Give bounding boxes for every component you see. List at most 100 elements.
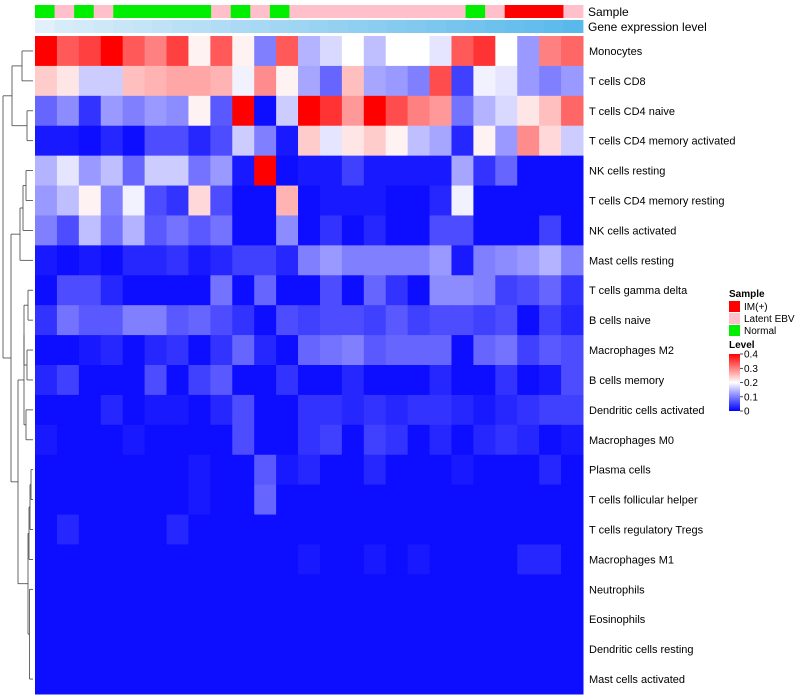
heatmap-cell bbox=[166, 245, 189, 276]
heatmap-cell bbox=[232, 574, 255, 605]
heatmap-cell bbox=[429, 36, 452, 67]
row-label: Dendritic cells activated bbox=[589, 405, 705, 417]
heatmap-cell bbox=[385, 275, 409, 306]
heatmap-cell bbox=[35, 65, 58, 97]
heatmap-cell bbox=[319, 185, 343, 216]
level-legend-tick-label: 0 bbox=[744, 407, 750, 418]
heatmap-cell bbox=[188, 634, 211, 665]
heatmap-cell bbox=[539, 574, 562, 605]
heatmap-cell bbox=[407, 335, 431, 366]
heatmap-cell bbox=[429, 155, 452, 187]
level-legend-tick-label: 0.2 bbox=[744, 378, 758, 389]
heatmap-cell bbox=[495, 634, 518, 665]
sample-annotation-cell bbox=[250, 5, 271, 18]
heatmap-cell bbox=[276, 245, 299, 276]
heatmap-cell bbox=[56, 335, 80, 366]
heatmap-cell bbox=[122, 155, 146, 187]
heatmap-cell bbox=[78, 544, 102, 575]
heatmap-cell bbox=[319, 454, 343, 486]
heatmap-cell bbox=[276, 634, 299, 665]
heatmap-cell bbox=[254, 95, 277, 127]
heatmap-cell bbox=[254, 604, 277, 635]
heatmap-cell bbox=[56, 95, 80, 127]
heatmap-cell bbox=[210, 365, 233, 396]
expression-annotation-cell bbox=[524, 20, 545, 33]
heatmap-cell bbox=[495, 275, 518, 306]
heatmap-cell bbox=[473, 514, 496, 545]
heatmap-cell bbox=[210, 245, 233, 276]
heatmap-cell bbox=[385, 95, 409, 127]
heatmap-cell bbox=[298, 544, 321, 575]
heatmap-cell bbox=[144, 185, 168, 216]
heatmap-cell bbox=[122, 484, 146, 516]
sample-annotation-cell bbox=[74, 5, 95, 18]
heatmap-cell bbox=[407, 65, 431, 97]
heatmap-cell bbox=[363, 245, 387, 276]
heatmap-cells bbox=[35, 36, 584, 695]
heatmap-cell bbox=[429, 394, 452, 426]
level-colorbar bbox=[729, 354, 740, 411]
heatmap-cell bbox=[254, 245, 277, 276]
heatmap-cell bbox=[144, 245, 168, 276]
heatmap-cell bbox=[144, 125, 168, 157]
heatmap-cell bbox=[363, 305, 387, 336]
heatmap-cell bbox=[473, 245, 496, 276]
heatmap-cell bbox=[56, 36, 80, 67]
heatmap-cell bbox=[341, 185, 365, 216]
expression-annotation-cell bbox=[113, 20, 134, 33]
heatmap-cell bbox=[517, 544, 540, 575]
heatmap-cell bbox=[517, 155, 540, 187]
heatmap-cell bbox=[385, 65, 409, 97]
heatmap-cell bbox=[363, 394, 387, 426]
heatmap-cell bbox=[451, 484, 474, 516]
heatmap-cell bbox=[385, 544, 409, 575]
heatmap-cell bbox=[319, 65, 343, 97]
heatmap-cell bbox=[232, 335, 255, 366]
heatmap-cell bbox=[473, 664, 496, 695]
heatmap-cell bbox=[495, 544, 518, 575]
row-label: Macrophages M0 bbox=[589, 435, 674, 447]
heatmap-cell bbox=[517, 245, 540, 276]
row-label: T cells CD8 bbox=[589, 76, 646, 88]
heatmap-cell bbox=[451, 454, 474, 486]
heatmap-cell bbox=[385, 454, 409, 486]
heatmap-cell bbox=[451, 215, 474, 246]
heatmap-cell bbox=[363, 365, 387, 396]
heatmap-cell bbox=[298, 125, 321, 157]
heatmap-cell bbox=[166, 125, 189, 157]
heatmap-cell bbox=[188, 664, 211, 695]
heatmap-cell bbox=[517, 305, 540, 336]
heatmap-cell bbox=[254, 544, 277, 575]
heatmap-cell bbox=[122, 215, 146, 246]
heatmap-cell bbox=[122, 95, 146, 127]
heatmap-cell bbox=[276, 484, 299, 516]
heatmap-cell bbox=[451, 155, 474, 187]
heatmap-cell bbox=[100, 365, 124, 396]
heatmap-cell bbox=[210, 275, 233, 306]
heatmap-cell bbox=[210, 95, 233, 127]
heatmap-cell bbox=[232, 365, 255, 396]
heatmap-cell bbox=[166, 305, 189, 336]
heatmap-cell bbox=[188, 185, 211, 216]
heatmap-cell bbox=[561, 245, 584, 276]
expression-annotation-cell bbox=[172, 20, 192, 33]
heatmap-cell bbox=[451, 305, 474, 336]
expression-annotation-cell bbox=[426, 20, 447, 33]
heatmap-cell bbox=[429, 664, 452, 695]
heatmap-cell bbox=[188, 424, 211, 456]
heatmap-cell bbox=[539, 454, 562, 486]
heatmap-cell bbox=[210, 305, 233, 336]
heatmap-cell bbox=[122, 664, 146, 695]
heatmap-cell bbox=[495, 484, 518, 516]
heatmap-cell bbox=[276, 305, 299, 336]
heatmap-cell bbox=[561, 634, 584, 665]
heatmap-cell bbox=[210, 484, 233, 516]
heatmap-cell bbox=[473, 305, 496, 336]
heatmap-cell bbox=[35, 36, 58, 67]
heatmap-cell bbox=[100, 215, 124, 246]
heatmap-cell bbox=[56, 454, 80, 486]
heatmap-cell bbox=[210, 65, 233, 97]
heatmap-cell bbox=[517, 215, 540, 246]
heatmap-cell bbox=[144, 424, 168, 456]
heatmap-cell bbox=[298, 185, 321, 216]
